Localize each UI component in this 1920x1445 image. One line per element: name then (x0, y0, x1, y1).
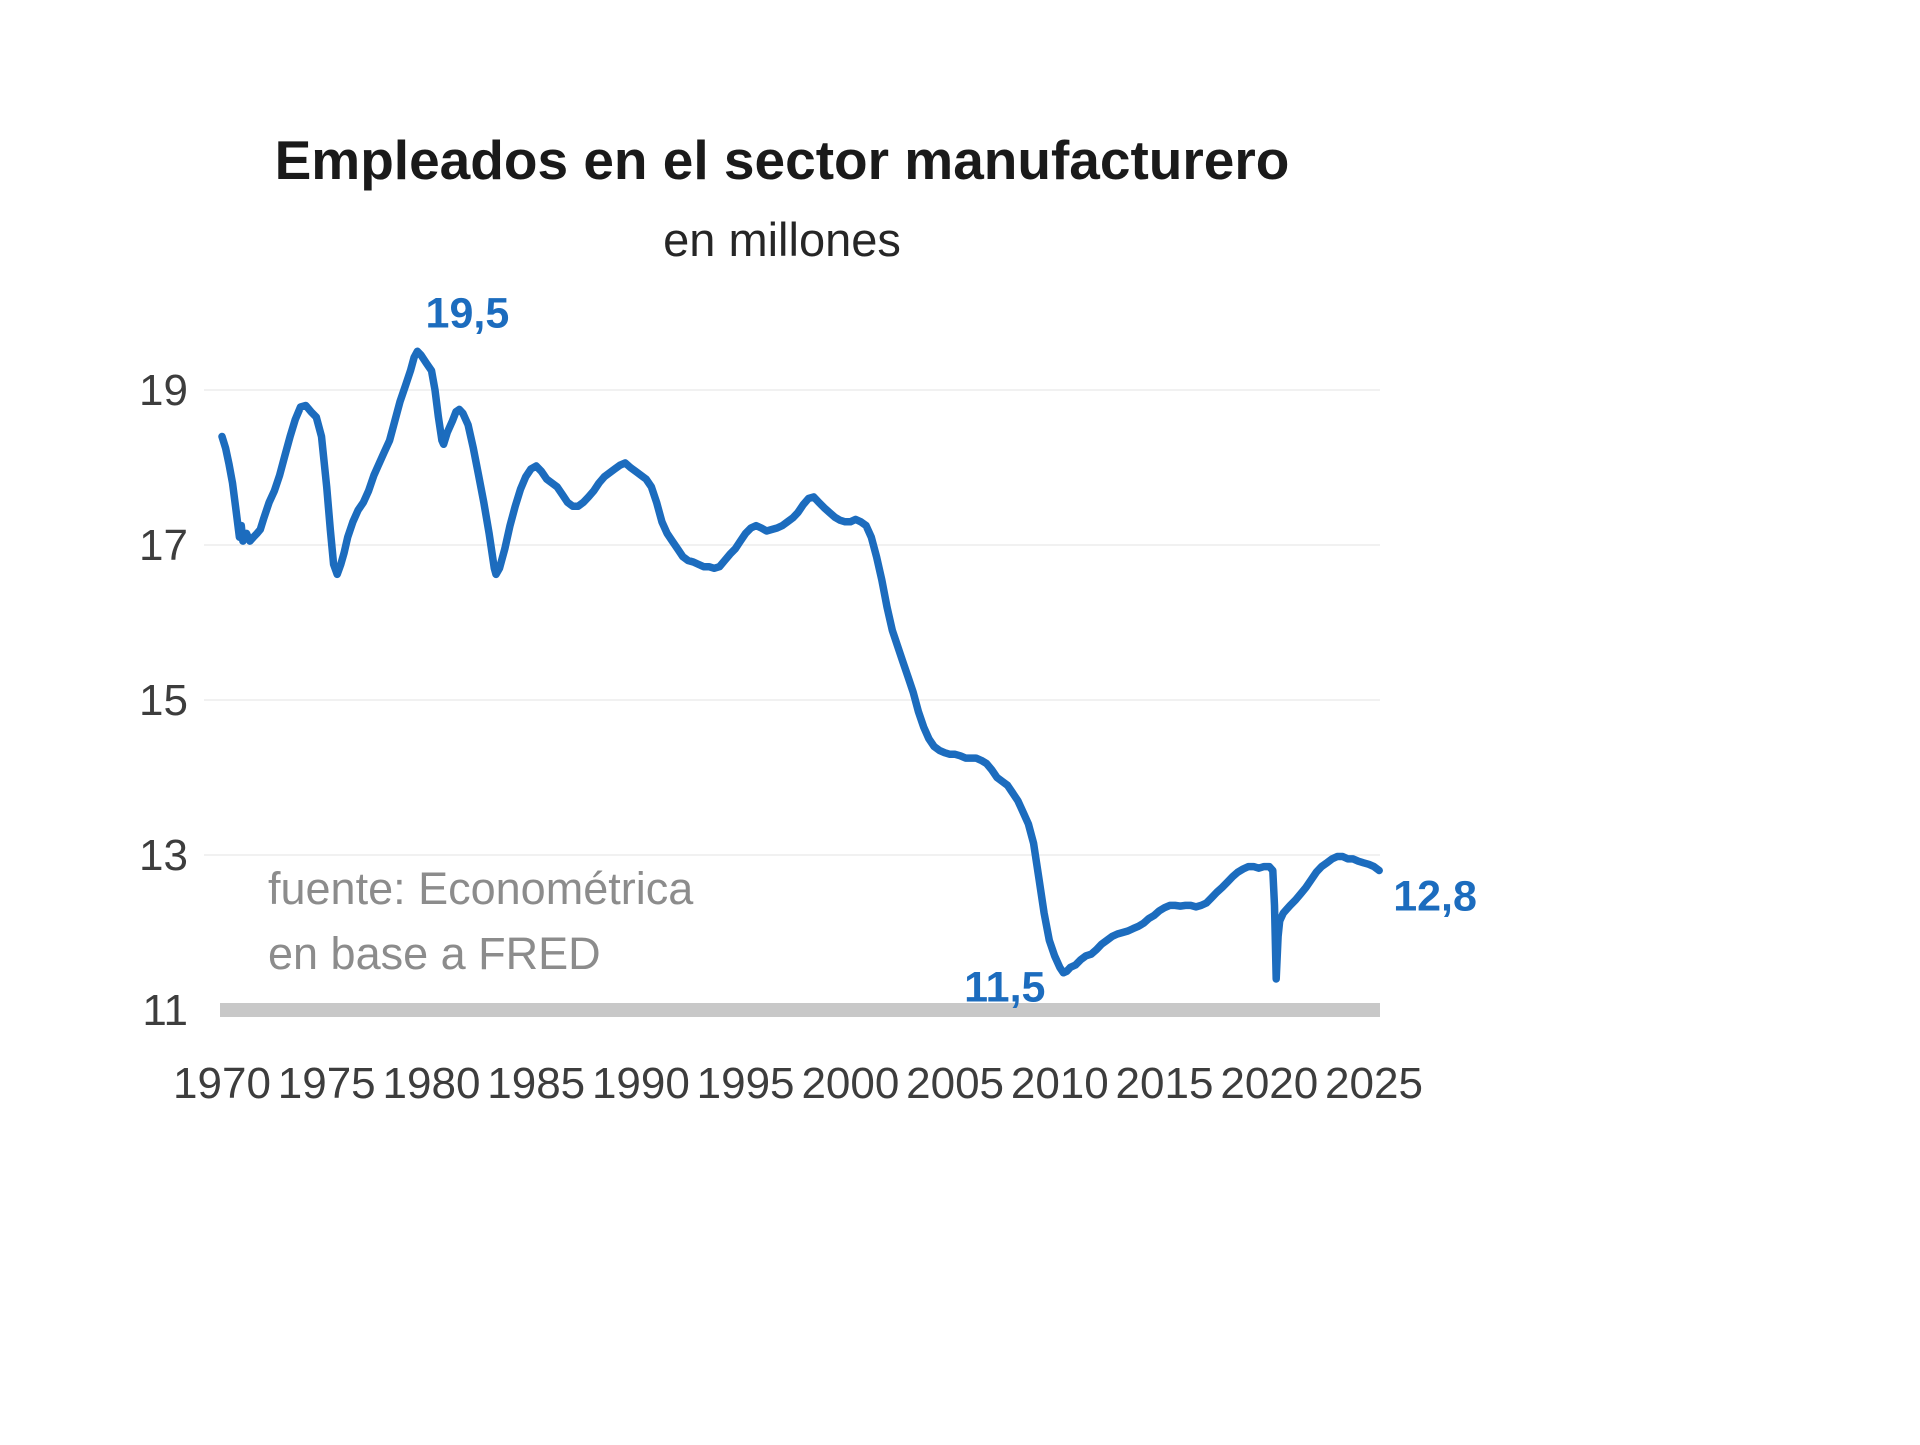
x-axis-label-1975: 1975 (278, 1059, 376, 1108)
annotation-12-8: 12,8 (1393, 873, 1477, 921)
baseline-bar (220, 1003, 1380, 1017)
chart-subtitle: en millones (663, 213, 901, 266)
employment-line (218, 347, 1383, 983)
x-axis-label-2005: 2005 (906, 1059, 1004, 1108)
source-note-line2: en base a FRED (268, 928, 601, 980)
x-axis-label-1970: 1970 (173, 1059, 271, 1108)
source-note-line1: fuente: Econométrica (268, 863, 694, 914)
x-axis-label-2020: 2020 (1220, 1059, 1318, 1108)
y-axis-label-11: 11 (142, 986, 188, 1035)
y-axis-label-19: 19 (139, 366, 188, 415)
y-axis-label-17: 17 (139, 521, 188, 570)
chart-title: Empleados en el sector manufacturero (274, 129, 1290, 191)
x-axis-label-2010: 2010 (1011, 1059, 1109, 1108)
annotation-19-5: 19,5 (426, 289, 510, 337)
x-axis-label-1995: 1995 (697, 1059, 795, 1108)
y-axis-label-13: 13 (139, 831, 188, 880)
x-axis-label-2000: 2000 (801, 1059, 899, 1108)
x-axis-label-1990: 1990 (592, 1059, 690, 1108)
source-note: fuente: Econométrica en base a FRED (268, 856, 693, 987)
x-axis-label-1980: 1980 (383, 1059, 481, 1108)
y-axis-label-15: 15 (139, 676, 188, 725)
x-axis-label-2015: 2015 (1116, 1059, 1214, 1108)
x-axis-label-2025: 2025 (1325, 1059, 1423, 1108)
x-axis-label-1985: 1985 (487, 1059, 585, 1108)
annotation-11-5: 11,5 (964, 963, 1045, 1011)
